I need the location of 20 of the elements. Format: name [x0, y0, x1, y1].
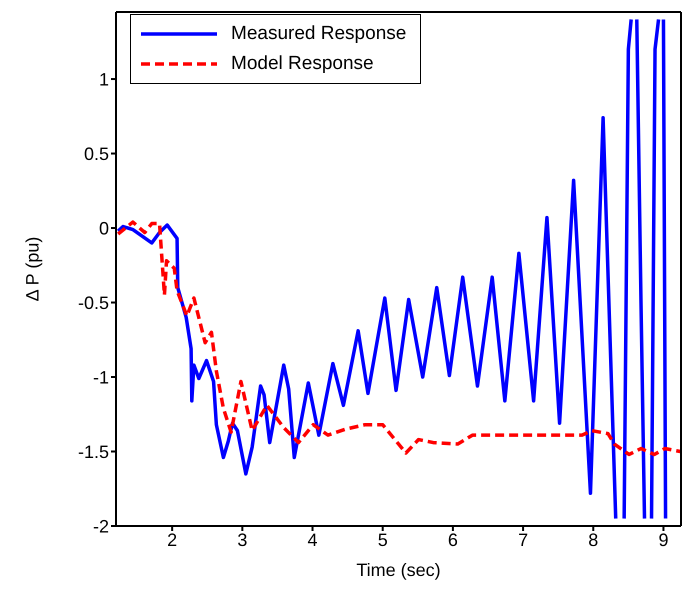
x-tick-label: 9 [658, 530, 668, 550]
y-axis-title: Δ P (pu) [22, 236, 42, 302]
x-tick-label: 6 [448, 530, 458, 550]
y-tick-label: 1 [98, 69, 109, 90]
legend-label: Measured Response [231, 22, 406, 46]
x-tick-label: 2 [167, 530, 178, 550]
y-tick-label: -1.5 [78, 442, 109, 462]
x-tick-label: 7 [518, 530, 528, 550]
x-tick-label: 3 [237, 530, 248, 550]
y-tick-label: -2 [92, 516, 109, 536]
x-tick-label: 8 [588, 530, 598, 550]
y-tick-label: 0.5 [84, 144, 109, 164]
line-series [116, 220, 681, 456]
y-tick-label: -1 [92, 367, 109, 388]
y-tick-label: 0 [98, 218, 109, 238]
legend-label: Model Response [231, 52, 374, 76]
x-tick-label: 4 [308, 530, 318, 550]
y-tick-label: -0.5 [78, 292, 109, 313]
x-axis-title: Time (sec) [356, 560, 441, 580]
x-tick-label: 5 [378, 530, 388, 550]
